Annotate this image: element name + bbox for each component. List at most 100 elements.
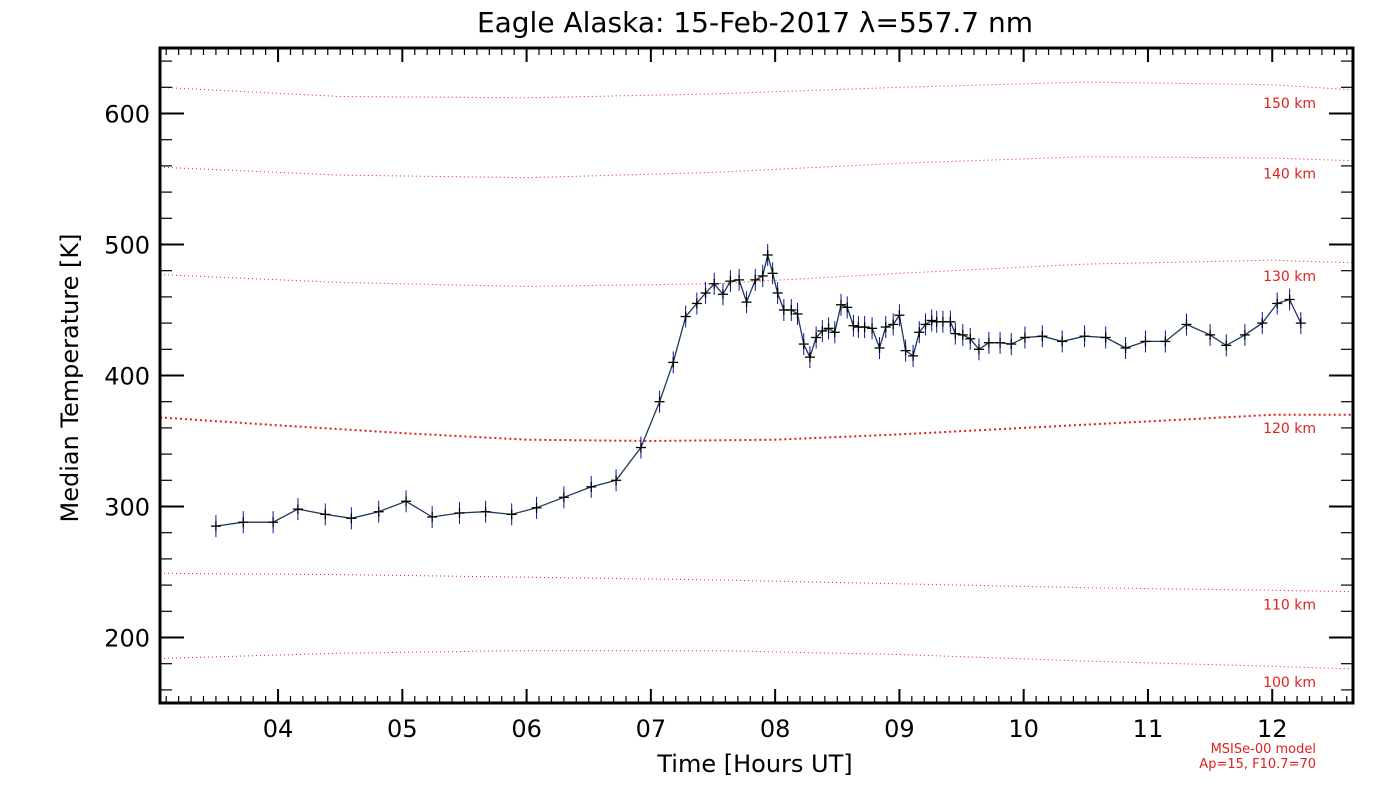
data-point [950, 328, 961, 339]
data-point [238, 517, 249, 528]
model-note: MSISe-00 model [1211, 742, 1316, 757]
data-point [558, 492, 569, 503]
model-curve-150km [159, 81, 1354, 99]
chart-title: Eagle Alaska: 15-Feb-2017 λ=557.7 nm [477, 6, 1033, 39]
data-point [1272, 298, 1283, 309]
data-point [1079, 331, 1090, 342]
model-curve-label: 150 km [1263, 96, 1316, 112]
model-curve-140km [159, 156, 1354, 179]
data-point [1205, 329, 1216, 340]
y-tick-label: 500 [104, 232, 150, 260]
y-tick-label: 200 [104, 625, 150, 653]
x-tick-label: 10 [1008, 715, 1039, 743]
data-point [734, 274, 745, 285]
data-point [531, 502, 542, 513]
data-point [668, 357, 679, 368]
data-point [1037, 331, 1048, 342]
data-point [900, 345, 911, 356]
x-tick-label: 12 [1257, 715, 1288, 743]
data-point [894, 310, 905, 321]
data-point [926, 315, 937, 326]
y-tick-label: 300 [104, 494, 150, 522]
data-point [373, 506, 384, 517]
data-point [1100, 332, 1111, 343]
data-point [635, 442, 646, 453]
data-point [836, 299, 847, 310]
data-point [965, 333, 976, 344]
data-point [848, 320, 859, 331]
data-point [1239, 329, 1250, 340]
x-tick-label: 08 [760, 715, 791, 743]
data-point [611, 475, 622, 486]
data-point [1019, 332, 1030, 343]
data-point [320, 509, 331, 520]
series-line [215, 254, 1302, 527]
data-point [817, 325, 828, 336]
data-point [772, 287, 783, 298]
axis-ticks: 04 05 06 07 08 09 10 11 12 200 300 400 500 600 [104, 48, 1353, 743]
data-point [1160, 336, 1171, 347]
data-point [1140, 336, 1151, 347]
model-params-note: Ap=15, F10.7=70 [1199, 757, 1316, 772]
data-point [506, 509, 517, 520]
data-point [792, 308, 803, 319]
data-point [717, 289, 728, 300]
data-point [945, 316, 956, 327]
data-point [757, 270, 768, 281]
x-axis-label: Time [Hours UT] [656, 750, 852, 778]
data-point [1257, 318, 1268, 329]
x-tick-label: 07 [636, 715, 667, 743]
data-point [292, 504, 303, 515]
data-point [914, 327, 925, 338]
data-point [804, 352, 815, 363]
data-point [1295, 318, 1306, 329]
y-axis-label: Median Temperature [K] [56, 233, 84, 522]
y-tick-label: 600 [104, 101, 150, 129]
data-point [973, 344, 984, 355]
data-point [767, 268, 778, 279]
data-point [654, 396, 665, 407]
data-point [586, 481, 597, 492]
data-point [983, 337, 994, 348]
data-point [427, 511, 438, 522]
model-curve-100km [159, 650, 1354, 670]
model-curve-130km [159, 259, 1354, 287]
data-point [798, 339, 809, 350]
data-point [920, 319, 931, 330]
data-point [762, 249, 773, 260]
data-point [709, 278, 720, 289]
model-curve-label: 120 km [1263, 421, 1316, 437]
data-point [957, 329, 968, 340]
x-tick-label: 06 [511, 715, 542, 743]
data-point [700, 287, 711, 298]
data-point [995, 337, 1006, 348]
x-tick-label: 11 [1133, 715, 1164, 743]
data-point [823, 323, 834, 334]
data-point [786, 305, 797, 315]
data-point [1057, 336, 1068, 347]
model-curve-label: 100 km [1263, 675, 1316, 691]
data-point [1120, 342, 1131, 353]
plot-frame [158, 46, 1355, 705]
data-point [268, 517, 279, 528]
data-point [842, 302, 853, 313]
x-tick-label: 05 [387, 715, 418, 743]
x-tick-label: 04 [263, 715, 294, 743]
model-curves: 150 km 140 km 130 km 120 km 110 km 100 km [159, 81, 1354, 691]
data-point [454, 508, 465, 519]
model-curve-110km [159, 572, 1354, 593]
data-point [888, 319, 899, 330]
data-point [346, 513, 357, 524]
model-curve-label: 110 km [1263, 598, 1316, 614]
data-point [811, 332, 822, 343]
data-point [691, 298, 702, 309]
data-point [908, 350, 919, 361]
data-point [1221, 340, 1232, 351]
data-point [1006, 339, 1017, 350]
data-point [480, 506, 491, 517]
model-curve-label: 140 km [1263, 167, 1316, 183]
data-point [750, 274, 761, 285]
data-point [680, 311, 691, 322]
x-tick-label: 09 [884, 715, 915, 743]
